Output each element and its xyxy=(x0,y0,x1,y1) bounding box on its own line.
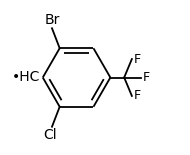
Text: F: F xyxy=(133,53,141,66)
Text: •HC: •HC xyxy=(12,71,40,84)
Text: F: F xyxy=(133,89,141,102)
Text: Br: Br xyxy=(44,13,60,27)
Text: Cl: Cl xyxy=(44,128,57,142)
Text: F: F xyxy=(143,71,150,84)
